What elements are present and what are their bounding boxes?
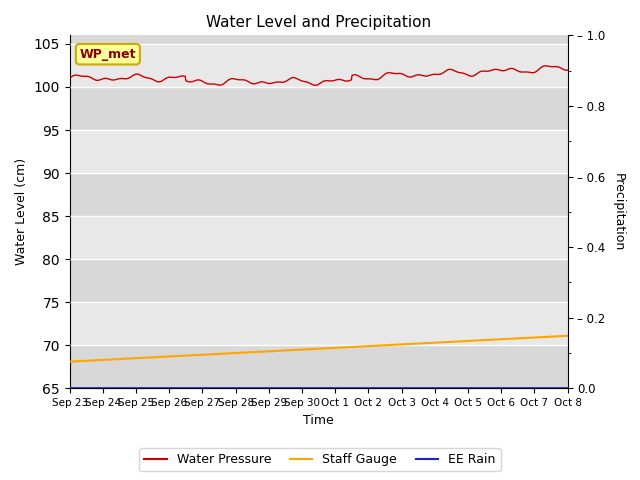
- Bar: [70, 259, 568, 302]
- Title: Water Level and Precipitation: Water Level and Precipitation: [206, 15, 431, 30]
- Bar: [70, 87, 568, 130]
- Water Pressure: [216, 82, 223, 88]
- EE Rain: [66, 385, 74, 391]
- EE Rain: [397, 385, 405, 391]
- Bar: [70, 130, 568, 173]
- Bar: [70, 345, 568, 388]
- Staff Gauge: [66, 359, 74, 364]
- Water Pressure: [541, 63, 549, 69]
- Y-axis label: Water Level (cm): Water Level (cm): [15, 158, 28, 265]
- Line: Staff Gauge: Staff Gauge: [70, 336, 568, 361]
- EE Rain: [124, 385, 132, 391]
- Water Pressure: [398, 71, 406, 77]
- Water Pressure: [564, 67, 572, 73]
- EE Rain: [564, 385, 572, 391]
- EE Rain: [216, 385, 223, 391]
- Y-axis label: Precipitation: Precipitation: [612, 173, 625, 251]
- Water Pressure: [371, 77, 378, 83]
- EE Rain: [241, 385, 248, 391]
- Bar: [70, 44, 568, 87]
- Water Pressure: [66, 75, 74, 81]
- Staff Gauge: [564, 333, 572, 339]
- X-axis label: Time: Time: [303, 414, 334, 427]
- Staff Gauge: [397, 342, 405, 348]
- Line: Water Pressure: Water Pressure: [70, 66, 568, 85]
- Staff Gauge: [259, 348, 267, 354]
- Water Pressure: [311, 83, 319, 88]
- Staff Gauge: [370, 343, 378, 349]
- Bar: [70, 216, 568, 259]
- Bar: [70, 173, 568, 216]
- Water Pressure: [124, 75, 132, 81]
- Staff Gauge: [124, 356, 132, 361]
- Staff Gauge: [241, 350, 248, 356]
- EE Rain: [259, 385, 267, 391]
- Text: WP_met: WP_met: [79, 48, 136, 60]
- EE Rain: [370, 385, 378, 391]
- Staff Gauge: [216, 351, 223, 357]
- Water Pressure: [259, 79, 267, 85]
- Bar: [70, 302, 568, 345]
- Legend: Water Pressure, Staff Gauge, EE Rain: Water Pressure, Staff Gauge, EE Rain: [139, 448, 501, 471]
- Water Pressure: [241, 77, 248, 83]
